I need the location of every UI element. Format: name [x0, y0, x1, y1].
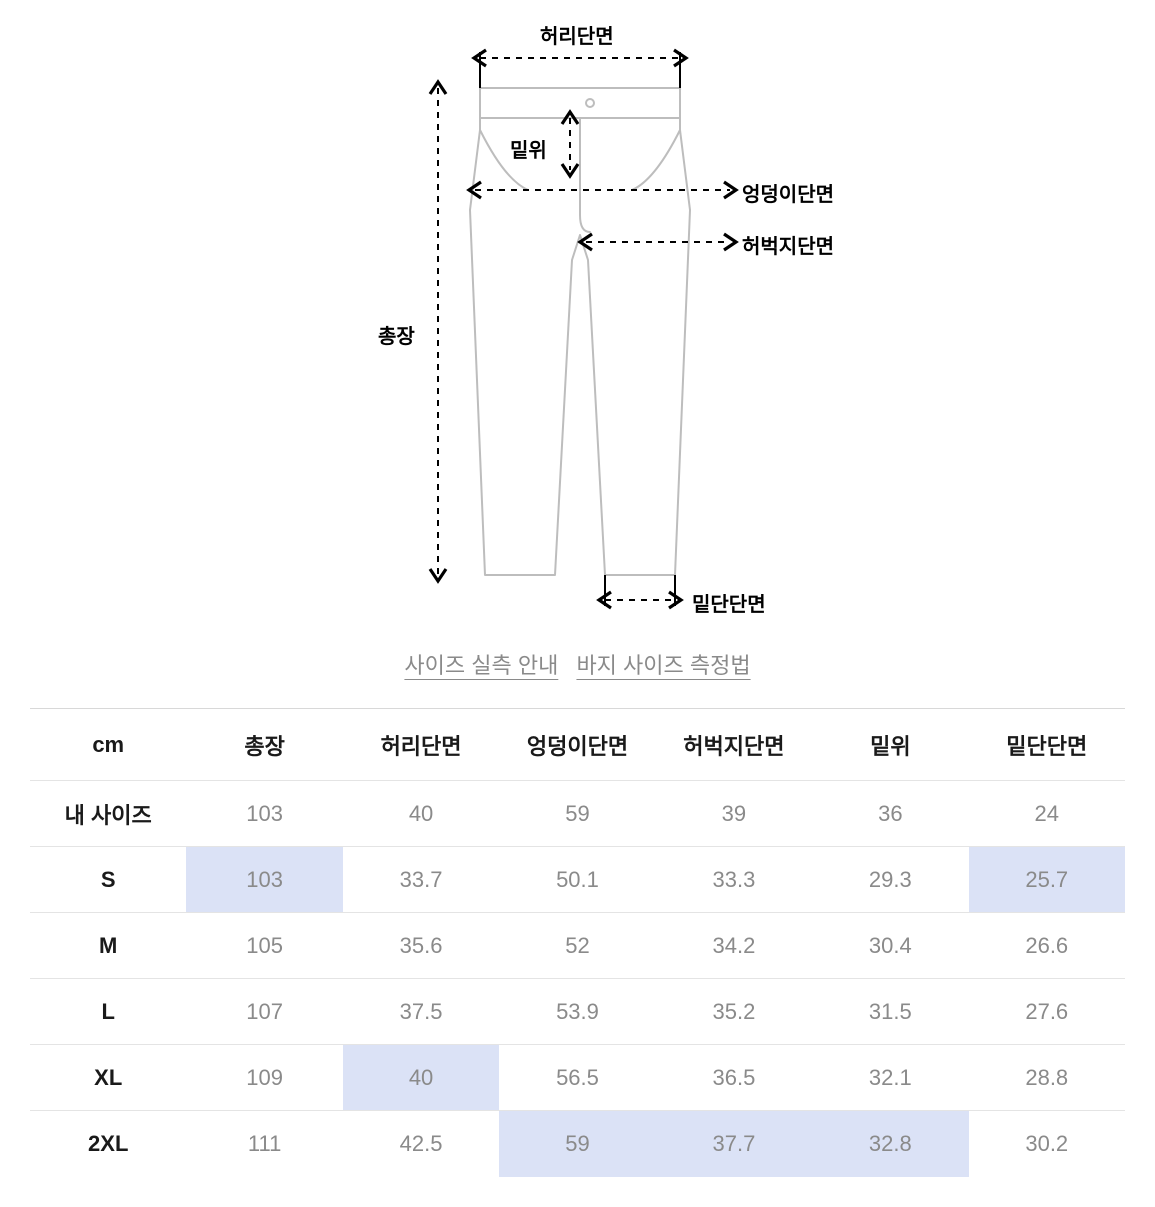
size-cell: 32.8 — [812, 1111, 968, 1177]
size-cell: 24 — [969, 781, 1125, 847]
label-waist: 허리단면 — [540, 20, 614, 49]
size-cell: 105 — [186, 913, 342, 979]
size-cell: 36 — [812, 781, 968, 847]
size-cell: 33.7 — [343, 847, 499, 913]
col-unit: cm — [30, 709, 186, 781]
size-cell: 32.1 — [812, 1045, 968, 1111]
col-rise: 밑위 — [812, 709, 968, 781]
size-cell: 35.6 — [343, 913, 499, 979]
size-cell: 109 — [186, 1045, 342, 1111]
size-cell: 34.2 — [656, 913, 812, 979]
size-cell: 53.9 — [499, 979, 655, 1045]
size-cell: 39 — [656, 781, 812, 847]
size-cell: 35.2 — [656, 979, 812, 1045]
label-hip: 엉덩이단면 — [742, 178, 834, 207]
link-size-guide[interactable]: 사이즈 실측 안내 — [404, 653, 558, 678]
label-total: 총장 — [378, 320, 415, 349]
pants-measurement-diagram: 허리단면 밑위 엉덩이단면 허벅지단면 총장 밑단단면 — [30, 10, 1125, 630]
table-row: XL1094056.536.532.128.8 — [30, 1045, 1125, 1111]
label-thigh: 허벅지단면 — [742, 230, 834, 259]
size-cell: 37.5 — [343, 979, 499, 1045]
size-cell: 25.7 — [969, 847, 1125, 913]
size-cell: 26.6 — [969, 913, 1125, 979]
size-cell: 28.8 — [969, 1045, 1125, 1111]
size-cell: 50.1 — [499, 847, 655, 913]
col-hip: 엉덩이단면 — [499, 709, 655, 781]
size-cell: 103 — [186, 847, 342, 913]
row-label: L — [30, 979, 186, 1045]
size-cell: 29.3 — [812, 847, 968, 913]
col-thigh: 허벅지단면 — [656, 709, 812, 781]
table-row: L10737.553.935.231.527.6 — [30, 979, 1125, 1045]
row-label: 2XL — [30, 1111, 186, 1177]
size-cell: 59 — [499, 1111, 655, 1177]
size-cell: 37.7 — [656, 1111, 812, 1177]
size-cell: 30.2 — [969, 1111, 1125, 1177]
label-hem: 밑단단면 — [692, 588, 766, 617]
pants-svg — [30, 10, 1125, 630]
size-cell: 31.5 — [812, 979, 968, 1045]
size-cell: 107 — [186, 979, 342, 1045]
col-total: 총장 — [186, 709, 342, 781]
size-cell: 33.3 — [656, 847, 812, 913]
size-cell: 59 — [499, 781, 655, 847]
link-measure-howto[interactable]: 바지 사이즈 측정법 — [576, 653, 750, 678]
size-cell: 56.5 — [499, 1045, 655, 1111]
row-label: M — [30, 913, 186, 979]
size-cell: 36.5 — [656, 1045, 812, 1111]
size-cell: 30.4 — [812, 913, 968, 979]
size-table-header-row: cm 총장 허리단면 엉덩이단면 허벅지단면 밑위 밑단단면 — [30, 709, 1125, 781]
size-table: cm 총장 허리단면 엉덩이단면 허벅지단면 밑위 밑단단면 내 사이즈1034… — [30, 708, 1125, 1177]
size-help-links: 사이즈 실측 안내 바지 사이즈 측정법 — [30, 648, 1125, 680]
table-row: M10535.65234.230.426.6 — [30, 913, 1125, 979]
row-label: XL — [30, 1045, 186, 1111]
size-cell: 40 — [343, 1045, 499, 1111]
row-label: 내 사이즈 — [30, 781, 186, 847]
table-row: 내 사이즈1034059393624 — [30, 781, 1125, 847]
label-rise: 밑위 — [510, 134, 547, 163]
col-hem: 밑단단면 — [969, 709, 1125, 781]
size-cell: 52 — [499, 913, 655, 979]
table-row: S10333.750.133.329.325.7 — [30, 847, 1125, 913]
size-cell: 103 — [186, 781, 342, 847]
size-cell: 111 — [186, 1111, 342, 1177]
table-row: 2XL11142.55937.732.830.2 — [30, 1111, 1125, 1177]
col-waist: 허리단면 — [343, 709, 499, 781]
size-cell: 42.5 — [343, 1111, 499, 1177]
size-cell: 27.6 — [969, 979, 1125, 1045]
size-cell: 40 — [343, 781, 499, 847]
row-label: S — [30, 847, 186, 913]
